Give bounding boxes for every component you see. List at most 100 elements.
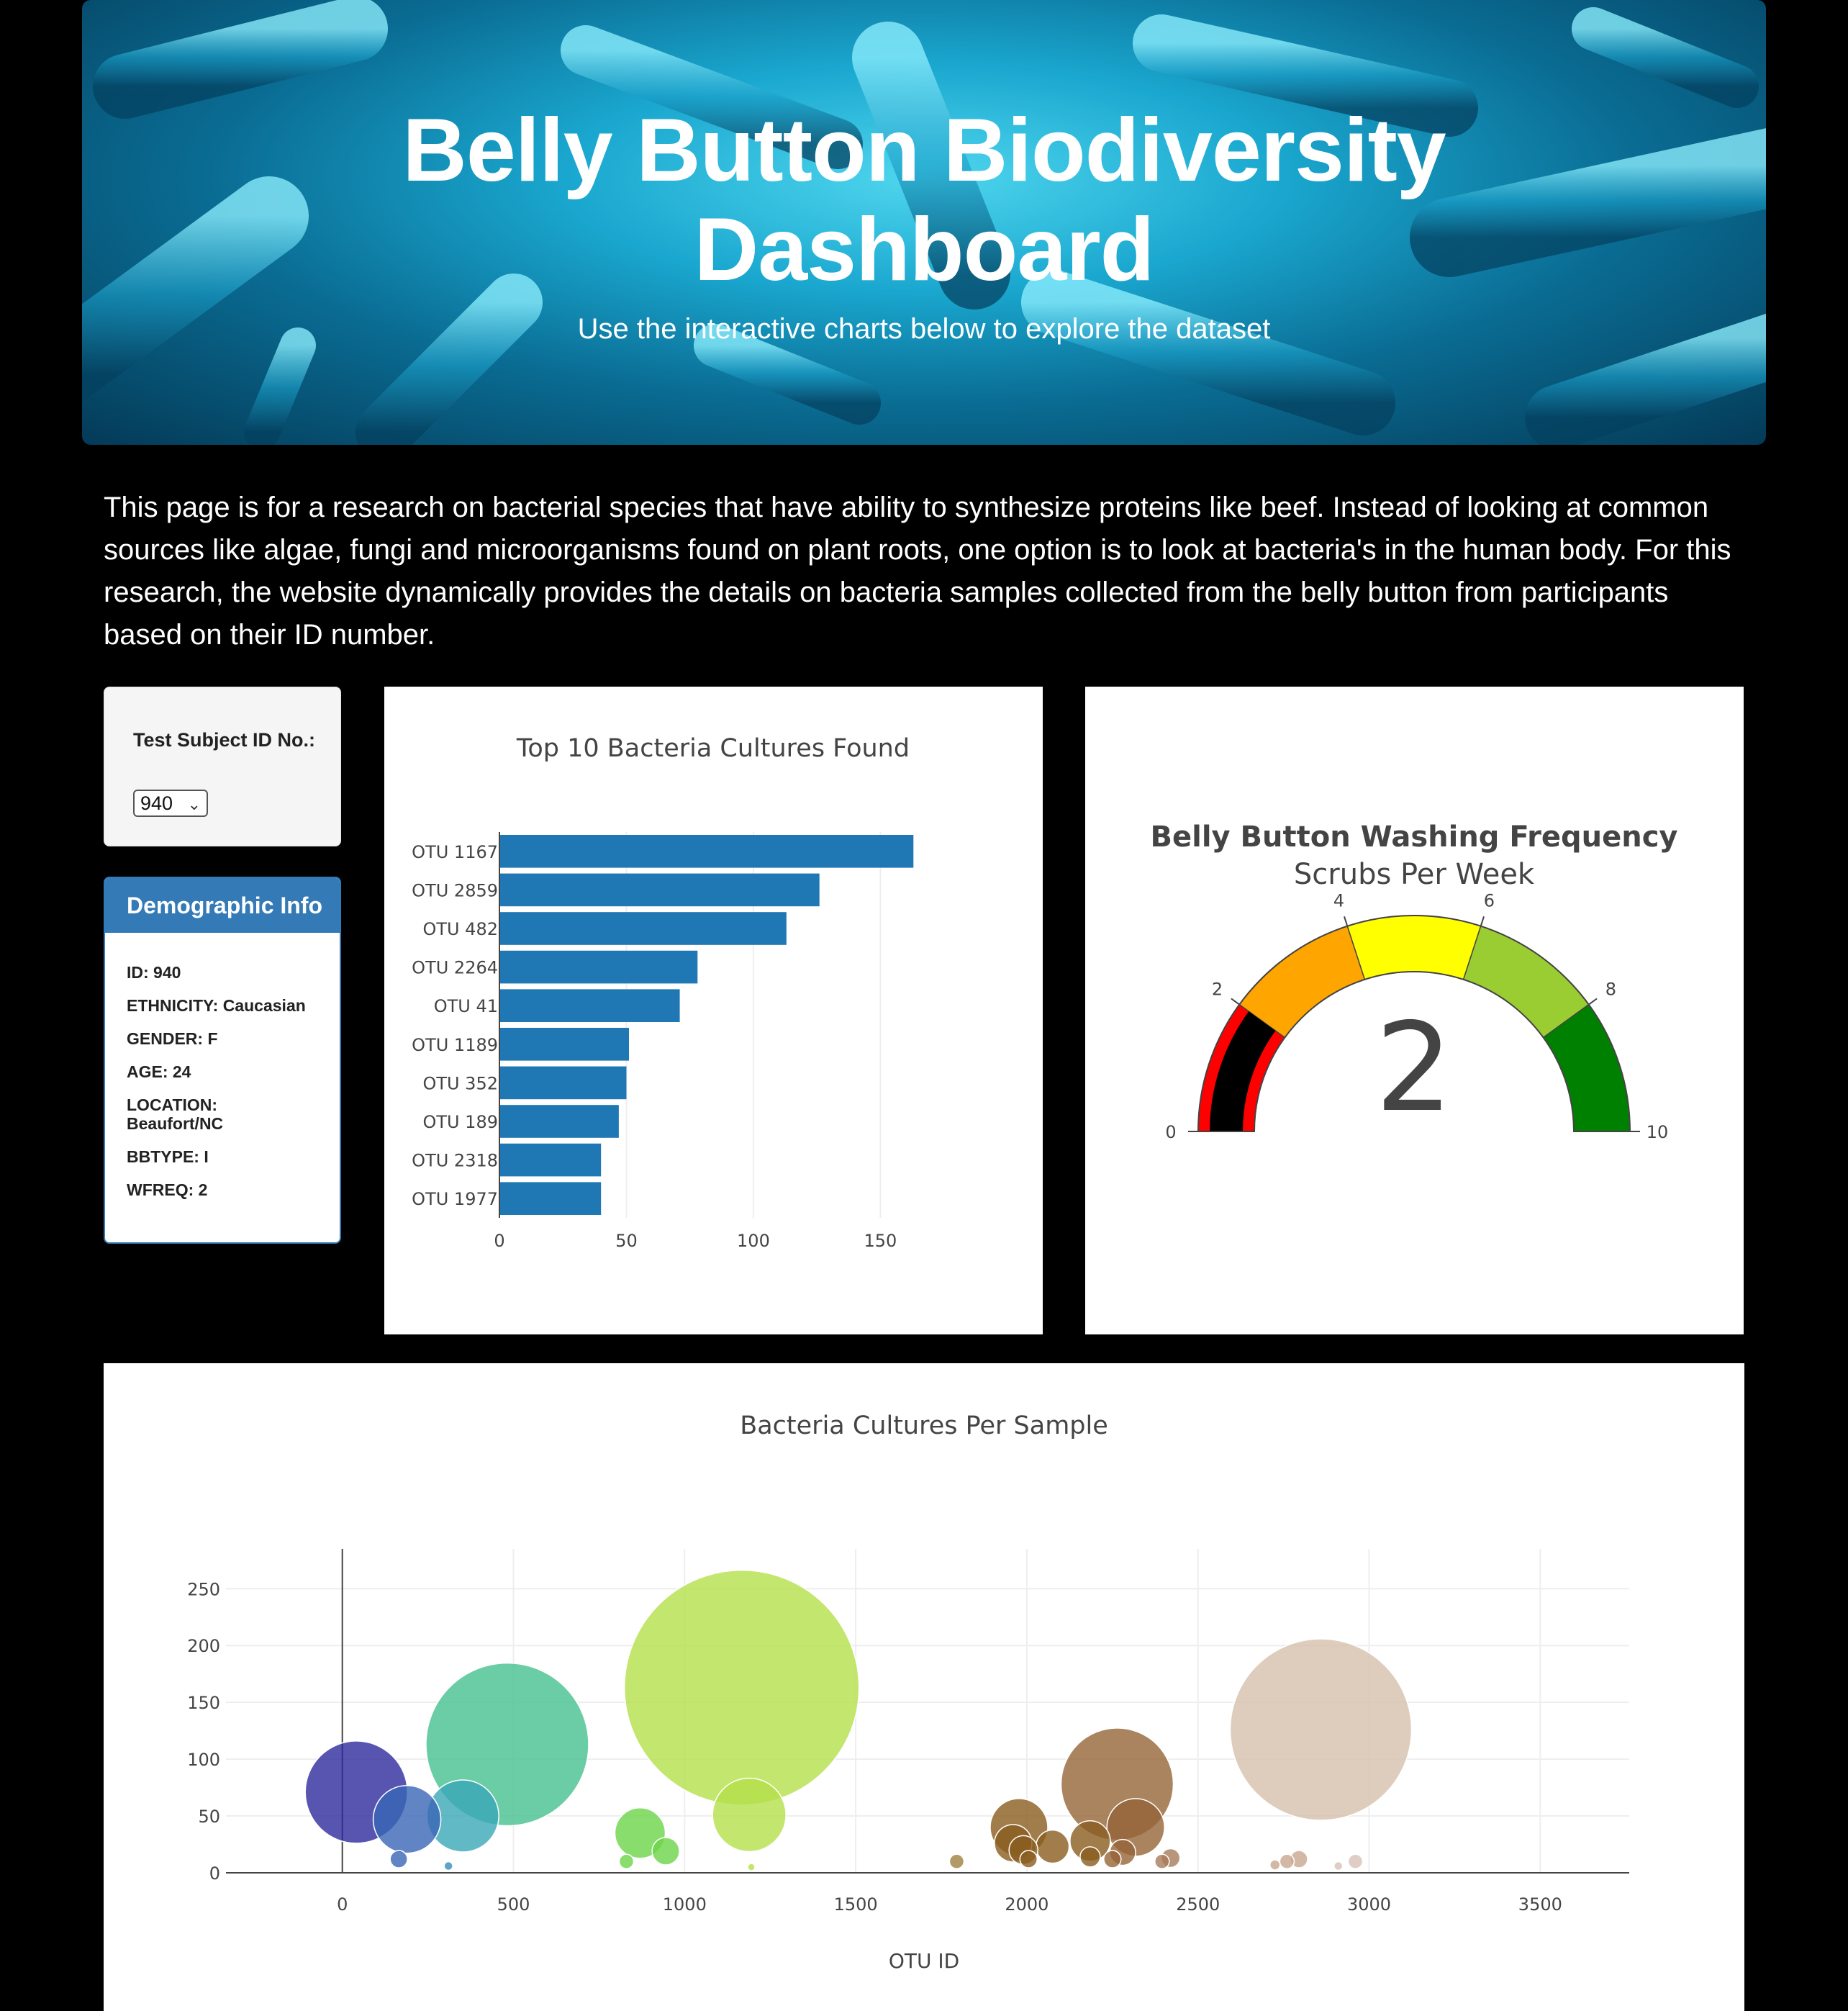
meta-age: AGE: 24 <box>127 1062 191 1081</box>
demographic-info-body: ID: 940 ETHNICITY: Caucasian GENDER: F A… <box>105 933 340 1199</box>
bar-chart-card: Top 10 Bacteria Cultures Found 0 50 100 150… <box>384 687 1043 1334</box>
bubble-otu-189 <box>372 1785 442 1854</box>
gauge-chart-card: Belly Button Washing Frequency Scrubs Pe… <box>1085 687 1744 1334</box>
bar-category-label: OTU 1167 <box>412 842 498 862</box>
subject-id-selected-value: 940 <box>140 792 173 814</box>
bar-otu-2859 <box>499 873 820 907</box>
gauge-value-number: 2 <box>1375 997 1453 1139</box>
bubble-chart[interactable]: Bacteria Cultures Per Sample OTU ID 0 50 1… <box>104 1363 1744 2011</box>
bubble-y-tick-label: 250 <box>187 1579 220 1599</box>
gauge-tick-label: 4 <box>1333 891 1344 911</box>
bubble-x-tick-label: 1500 <box>834 1894 878 1915</box>
bar-otu-482 <box>499 912 787 945</box>
bubble-otu-2395 <box>1154 1853 1170 1869</box>
bar-category-label: OTU 2264 <box>412 958 498 978</box>
gauge-value-bar <box>1210 1011 1276 1131</box>
bar-x-tick-label: 50 <box>615 1231 638 1251</box>
bar-x-tick-label: 0 <box>494 1231 504 1251</box>
bubble-otu-2760 <box>1279 1853 1295 1869</box>
bar-chart-title: Top 10 Bacteria Cultures Found <box>516 734 910 763</box>
bubble-x-tick-label: 2000 <box>1005 1894 1048 1915</box>
bubble-x-tick-label: 0 <box>337 1894 348 1915</box>
demographic-info-panel: Demographic Info ID: 940 ETHNICITY: Cauc… <box>104 877 341 1244</box>
bubble-x-tick-label: 3000 <box>1347 1894 1391 1915</box>
bar-category-label: OTU 41 <box>434 996 498 1016</box>
gauge-title: Belly Button Washing Frequency <box>1151 821 1678 854</box>
bar-otu-1167 <box>499 835 914 868</box>
bubble-otu-2185 <box>1079 1846 1101 1868</box>
bubble-y-tick-label: 50 <box>198 1807 220 1827</box>
bacteria-background-image <box>82 0 1766 445</box>
gauge-tick <box>1588 998 1598 1006</box>
bubble-y-tick-label: 200 <box>187 1636 220 1656</box>
bubble-otu-870 <box>614 1807 666 1859</box>
bar-chart[interactable]: Top 10 Bacteria Cultures Found 0 50 100 150… <box>384 687 1043 1334</box>
bubble-x-tick-label: 2500 <box>1176 1894 1220 1915</box>
bubble-otu-830 <box>618 1853 635 1869</box>
meta-gender: GENDER: F <box>127 1029 218 1048</box>
gauge-tick <box>1480 916 1485 926</box>
gauge-subtitle: Scrubs Per Week <box>1294 858 1535 891</box>
bar-category-label: OTU 2859 <box>412 880 498 900</box>
gauge-tick <box>1344 916 1349 926</box>
bar-x-tick-label: 100 <box>737 1231 770 1251</box>
bubble-otu-945 <box>651 1837 680 1866</box>
bar-otu-2264 <box>499 950 698 984</box>
bubble-y-tick-label: 150 <box>187 1693 220 1713</box>
gauge-step-2 <box>1346 915 1482 980</box>
bubble-x-tick-label: 1000 <box>663 1894 707 1915</box>
bubble-otu-2725 <box>1269 1859 1281 1871</box>
bubble-otu-2910 <box>1333 1861 1344 1871</box>
meta-id: ID: 940 <box>127 963 181 982</box>
gauge-tick-label: 2 <box>1212 979 1223 999</box>
page-subtitle: Use the interactive charts below to expl… <box>577 313 1271 345</box>
bubble-x-axis-label: OTU ID <box>889 1949 959 1973</box>
subject-id-select[interactable]: 940 ⌄ <box>133 790 208 817</box>
bubble-otu-2005 <box>1019 1850 1038 1868</box>
gauge-tick-label: 0 <box>1165 1122 1176 1142</box>
bar-category-label: OTU 189 <box>422 1112 498 1132</box>
gauge-outline <box>1197 915 1631 1132</box>
intro-paragraph: This page is for a research on bacterial… <box>104 492 1731 651</box>
bubble-x-tick-label: 3500 <box>1518 1894 1562 1915</box>
bubble-otu-2075 <box>1035 1829 1070 1864</box>
demographic-info-heading: Demographic Info <box>105 878 340 933</box>
bar-otu-1977 <box>499 1182 602 1215</box>
bubble-otu-2250 <box>1103 1850 1122 1868</box>
meta-wfreq: WFREQ: 2 <box>127 1180 208 1199</box>
gauge-chart[interactable]: Belly Button Washing Frequency Scrubs Pe… <box>1085 687 1744 1334</box>
bar-otu-189 <box>499 1105 619 1138</box>
bubble-otu-1795 <box>948 1853 965 1869</box>
bar-x-tick-label: 150 <box>864 1231 897 1251</box>
page-title: Belly Button Biodiversity Dashboard <box>82 101 1766 299</box>
bar-category-label: OTU 2318 <box>412 1151 498 1171</box>
header-banner: Belly Button Biodiversity Dashboard Use … <box>82 0 1766 445</box>
gauge-tick-label: 6 <box>1484 891 1495 911</box>
bubble-y-tick-label: 0 <box>209 1863 220 1884</box>
bar-otu-352 <box>499 1066 627 1100</box>
bubble-otu-1167 <box>623 1569 860 1806</box>
bar-otu-2318 <box>499 1143 602 1177</box>
subject-selector-well: Test Subject ID No.: 940 ⌄ <box>104 687 341 846</box>
subject-id-label: Test Subject ID No.: <box>133 729 316 751</box>
meta-ethnicity: ETHNICITY: Caucasian <box>127 996 306 1015</box>
bubble-otu-2960 <box>1347 1853 1364 1869</box>
bar-category-label: OTU 1189 <box>412 1035 498 1055</box>
bubble-chart-card: Bacteria Cultures Per Sample OTU ID 0 50 1… <box>104 1363 1744 2011</box>
bubble-x-tick-label: 500 <box>497 1894 530 1915</box>
page-title-line-2: Dashboard <box>694 200 1155 299</box>
bubble-otu-1195 <box>747 1863 756 1871</box>
meta-location: LOCATION: Beaufort/NC <box>127 1095 224 1133</box>
bubble-otu-165 <box>389 1850 408 1868</box>
gauge-tick-label: 8 <box>1605 979 1616 999</box>
page-title-line-1: Belly Button Biodiversity <box>402 101 1446 200</box>
bar-category-label: OTU 352 <box>422 1073 498 1093</box>
gauge-tick-label: 10 <box>1647 1122 1669 1142</box>
bubble-otu-1189 <box>712 1777 787 1853</box>
bar-otu-41 <box>499 989 680 1022</box>
bubble-chart-title: Bacteria Cultures Per Sample <box>740 1411 1108 1440</box>
chevron-down-icon: ⌄ <box>187 795 201 813</box>
bubble-otu-310 <box>443 1861 453 1871</box>
meta-bbtype: BBTYPE: I <box>127 1147 209 1166</box>
bar-category-label: OTU 1977 <box>412 1189 498 1209</box>
